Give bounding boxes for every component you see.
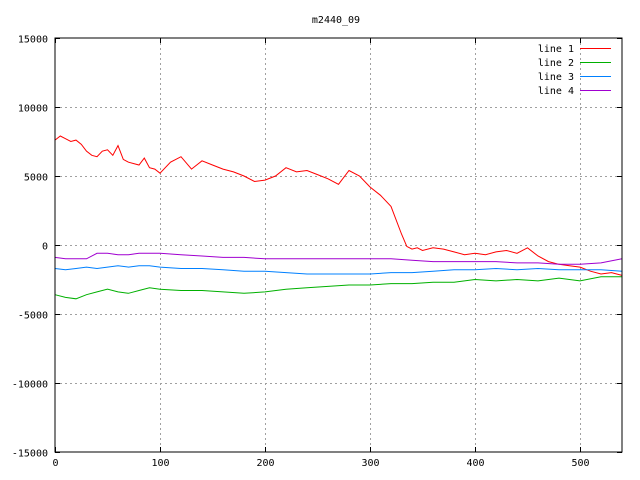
y-tick-label: -10000 (12, 380, 48, 391)
grid (55, 38, 622, 452)
series-line-1 (54, 135, 623, 276)
chart-title: m2440_09 (312, 15, 360, 26)
y-tick-label: 0 (42, 242, 48, 253)
legend-label: line 2 (538, 58, 574, 69)
x-tick-label: 200 (256, 458, 274, 469)
y-tick-label: 10000 (18, 104, 48, 115)
y-tick-label: 5000 (24, 173, 48, 184)
x-tick-label: 0 (52, 458, 58, 469)
legend: line 1 line 2 line 3 line 4 (538, 44, 611, 97)
series-line-3 (54, 265, 623, 275)
series-layer (54, 135, 623, 300)
x-tick-label: 300 (361, 458, 379, 469)
y-tick-label: -5000 (18, 311, 48, 322)
x-tick-label: 500 (571, 458, 589, 469)
x-tick-label: 400 (466, 458, 484, 469)
legend-label: line 4 (538, 86, 574, 97)
legend-label: line 3 (538, 72, 574, 83)
series-line-4 (54, 252, 623, 265)
axis-ticks: 0 100 200 300 400 500 -15000 -10000 -5000 0 5000 10… (12, 35, 622, 469)
legend-label: line 1 (538, 44, 574, 55)
series-line-2 (54, 276, 622, 300)
y-tick-label: 15000 (18, 35, 48, 46)
y-tick-label: -15000 (12, 449, 48, 460)
x-tick-label: 100 (151, 458, 169, 469)
